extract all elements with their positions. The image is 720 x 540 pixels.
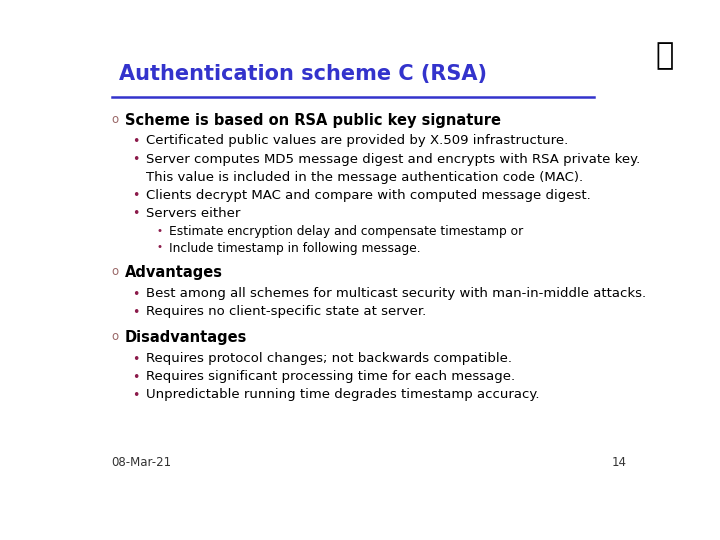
Text: •: •	[157, 226, 163, 235]
Text: •: •	[132, 190, 139, 202]
Text: •: •	[132, 389, 139, 402]
Text: Scheme is based on RSA public key signature: Scheme is based on RSA public key signat…	[125, 112, 501, 127]
Text: Server computes MD5 message digest and encrypts with RSA private key.: Server computes MD5 message digest and e…	[145, 153, 640, 166]
Text: Estimate encryption delay and compensate timestamp or: Estimate encryption delay and compensate…	[169, 225, 523, 238]
Text: Include timestamp in following message.: Include timestamp in following message.	[169, 241, 420, 254]
Text: •: •	[132, 371, 139, 384]
Text: o: o	[112, 112, 119, 125]
Text: o: o	[112, 265, 119, 278]
Text: Authentication scheme C (RSA): Authentication scheme C (RSA)	[120, 64, 487, 84]
Text: Requires significant processing time for each message.: Requires significant processing time for…	[145, 370, 515, 383]
Text: Requires no client-specific state at server.: Requires no client-specific state at ser…	[145, 305, 426, 318]
Text: •: •	[132, 306, 139, 319]
Text: Servers either: Servers either	[145, 207, 240, 220]
Text: •: •	[132, 135, 139, 148]
Text: Best among all schemes for multicast security with man-in-middle attacks.: Best among all schemes for multicast sec…	[145, 287, 646, 300]
Text: •: •	[132, 153, 139, 166]
Text: •: •	[132, 288, 139, 301]
Text: 14: 14	[611, 456, 626, 469]
Text: This value is included in the message authentication code (MAC).: This value is included in the message au…	[145, 171, 583, 184]
Text: •: •	[132, 207, 139, 220]
Text: •: •	[157, 242, 163, 252]
Text: Requires protocol changes; not backwards compatible.: Requires protocol changes; not backwards…	[145, 352, 512, 365]
Text: Disadvantages: Disadvantages	[125, 330, 247, 345]
Text: Unpredictable running time degrades timestamp accuracy.: Unpredictable running time degrades time…	[145, 388, 539, 401]
Text: 08-Mar-21: 08-Mar-21	[112, 456, 172, 469]
Text: Clients decrypt MAC and compare with computed message digest.: Clients decrypt MAC and compare with com…	[145, 189, 590, 202]
Text: •: •	[132, 353, 139, 366]
Text: Certificated public values are provided by X.509 infrastructure.: Certificated public values are provided …	[145, 134, 568, 147]
Text: o: o	[112, 330, 119, 343]
Text: 🐇: 🐇	[655, 41, 673, 70]
Text: Advantages: Advantages	[125, 265, 223, 280]
